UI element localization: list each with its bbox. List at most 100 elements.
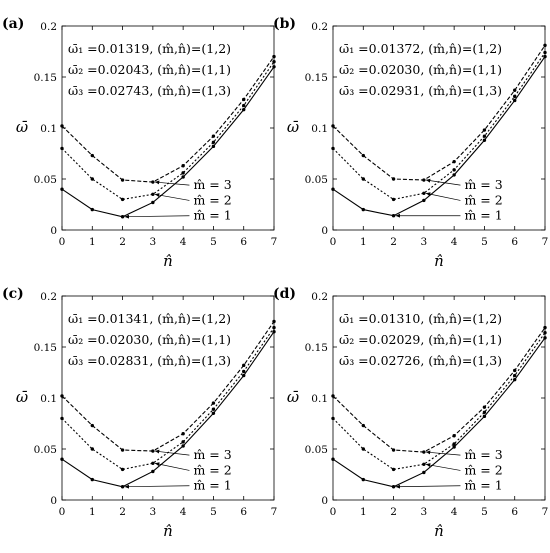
frequency-info-line: ω̄₂ =0.02043, (m̂,n̂)=(1,1)	[68, 62, 231, 77]
panel-label: (c)	[2, 286, 24, 302]
y-tick-label: 0	[321, 225, 328, 237]
y-tick-label: 0.1	[311, 393, 328, 405]
data-point	[422, 462, 426, 466]
data-point	[90, 153, 94, 158]
data-point	[151, 200, 155, 205]
data-point	[211, 401, 216, 405]
data-point	[331, 457, 335, 461]
data-point	[482, 405, 487, 409]
frequency-info-line: ω̄₃ =0.02931, (m̂,n̂)=(1,3)	[339, 83, 502, 98]
data-point	[452, 445, 456, 449]
chart-panel: (d) 0 1 2 3 4 5 6 7 0 0.05 0.1 0.15 0.2 n̂ ω̄ ω̄₁ =0.013…	[273, 286, 548, 540]
chart-panel: (b) 0 1 2 3 4 5 6 7 0 0.05 0.1 0.15 0.2 n̂ ω̄ ω̄₁ =0.013…	[273, 16, 548, 270]
series-line	[61, 61, 275, 200]
data-point	[151, 449, 155, 453]
annotation-arrow	[425, 192, 461, 201]
annotation-arrow	[154, 462, 190, 471]
frequency-info-line: ω̄₃ =0.02743, (m̂,n̂)=(1,3)	[68, 83, 231, 98]
x-tick-label: 5	[210, 506, 217, 518]
series-annotation-label: m̂ = 3	[464, 447, 502, 462]
x-tick-label: 6	[511, 506, 518, 518]
y-tick-label: 0.15	[34, 72, 57, 84]
y-tick-label: 0.2	[311, 291, 328, 303]
x-tick-label: 4	[451, 506, 458, 518]
series-line	[61, 66, 275, 218]
y-tick-label: 0.2	[40, 291, 57, 303]
data-point	[151, 180, 155, 184]
x-axis-label: n̂	[434, 252, 444, 270]
data-point	[151, 192, 155, 196]
data-point	[331, 187, 335, 191]
frequency-info-line: ω̄₃ =0.02831, (m̂,n̂)=(1,3)	[68, 353, 231, 368]
data-point	[242, 107, 246, 112]
data-point	[331, 394, 335, 398]
x-tick-label: 4	[180, 506, 187, 518]
series-line	[61, 56, 275, 183]
plot-frame	[332, 25, 546, 231]
data-point	[272, 325, 276, 330]
series-line	[332, 337, 546, 488]
data-point	[90, 207, 94, 212]
data-point	[361, 447, 365, 451]
x-tick-label: 5	[210, 236, 217, 248]
x-tick-label: 2	[119, 506, 126, 518]
data-point	[543, 54, 547, 59]
data-point	[361, 423, 365, 428]
annotation-arrow	[124, 484, 190, 489]
data-point	[452, 434, 456, 438]
data-point	[242, 97, 246, 102]
x-axis-label: n̂	[434, 522, 444, 540]
x-tick-label: 2	[390, 236, 397, 248]
data-point	[422, 198, 426, 203]
annotation-arrow	[154, 180, 190, 186]
data-point	[211, 411, 216, 415]
x-tick-label: 1	[360, 236, 367, 248]
plot-frame	[332, 295, 546, 501]
data-point	[181, 171, 185, 175]
plot-frame	[61, 295, 275, 501]
y-tick-label: 0.1	[311, 123, 328, 135]
data-point	[120, 215, 125, 219]
data-point	[391, 448, 396, 452]
x-tick-label: 4	[451, 236, 458, 248]
data-point	[391, 177, 396, 181]
data-point	[211, 144, 216, 149]
panel-label: (b)	[273, 16, 296, 32]
y-tick-label: 0.05	[305, 174, 328, 186]
annotation-arrow	[395, 484, 461, 489]
plot-frame	[61, 25, 275, 231]
x-tick-label: 0	[59, 236, 66, 248]
x-tick-label: 2	[119, 236, 126, 248]
y-tick-label: 0	[321, 495, 328, 507]
data-point	[120, 178, 125, 182]
y-axis-label: ω̄	[287, 388, 299, 406]
y-axis-label: ω̄	[287, 118, 299, 136]
data-point	[391, 214, 396, 218]
annotation-arrow	[124, 214, 190, 219]
data-point	[242, 369, 246, 374]
series-line	[332, 52, 546, 200]
series-line	[332, 332, 546, 470]
x-tick-label: 7	[271, 506, 278, 518]
data-point	[272, 65, 276, 69]
annotation-arrow	[154, 449, 190, 456]
x-tick-label: 6	[240, 236, 247, 248]
x-axis-label: n̂	[163, 522, 173, 540]
data-point	[543, 325, 547, 330]
data-point	[60, 124, 64, 128]
data-point	[513, 98, 517, 103]
data-point	[60, 187, 64, 191]
frequency-info-line: ω̄₁ =0.01310, (m̂,n̂)=(1,2)	[339, 311, 502, 326]
x-axis-label: n̂	[163, 252, 173, 270]
data-point	[181, 444, 185, 448]
data-point	[482, 138, 487, 142]
data-point	[513, 94, 517, 99]
data-point	[361, 153, 365, 158]
x-tick-label: 2	[390, 506, 397, 518]
y-tick-label: 0.1	[40, 393, 57, 405]
data-point	[361, 477, 365, 482]
panel-label: (d)	[273, 286, 296, 302]
data-point	[331, 416, 335, 421]
data-point	[242, 373, 246, 378]
